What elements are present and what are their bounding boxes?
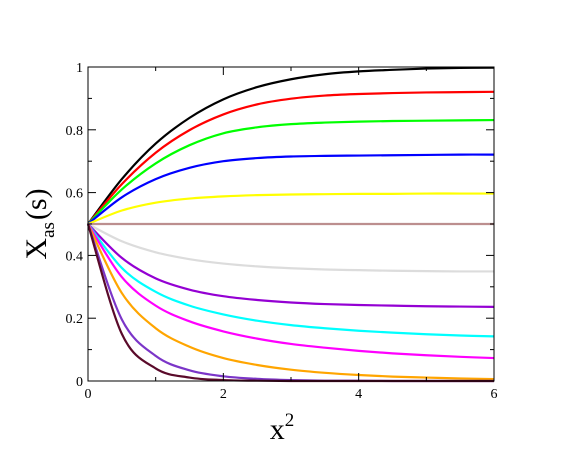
y-tick-label: 1 [76,61,83,76]
y-tick-label: 0.2 [66,312,84,327]
y-axis-label: Xas (s) [20,188,59,259]
series-line-8 [87,223,495,308]
y-tick-label: 0 [76,375,83,390]
x-axis-label-main: x [270,413,285,446]
x-tick-label: 4 [355,387,362,402]
y-axis-label-main: X [20,238,53,260]
series-line-9 [87,223,495,338]
x-axis-label: x2 [270,410,295,446]
series-line-4 [87,153,495,225]
series-layer [86,66,495,383]
ticks-layer: 0 2 4 6 0 0.2 0.4 0.6 0.8 1 [66,61,498,402]
series-line-10 [87,223,495,360]
series-line-5 [87,192,494,226]
y-tick-label: 0.4 [66,249,84,264]
y-axis-label-subscript: as [38,222,59,238]
x-axis-label-superscript: 2 [285,410,295,431]
y-tick-label: 0.8 [66,124,84,139]
series-line-2 [87,90,495,225]
series-line-3 [87,118,495,225]
x-tick-label: 2 [220,387,227,402]
series-line-1 [87,66,495,225]
x-tick-label: 0 [85,387,92,402]
y-axis-label-suffix: (s) [20,188,53,220]
x-tick-label: 6 [491,387,498,402]
series-line-7 [87,223,495,273]
y-tick-label: 0.6 [66,187,84,202]
